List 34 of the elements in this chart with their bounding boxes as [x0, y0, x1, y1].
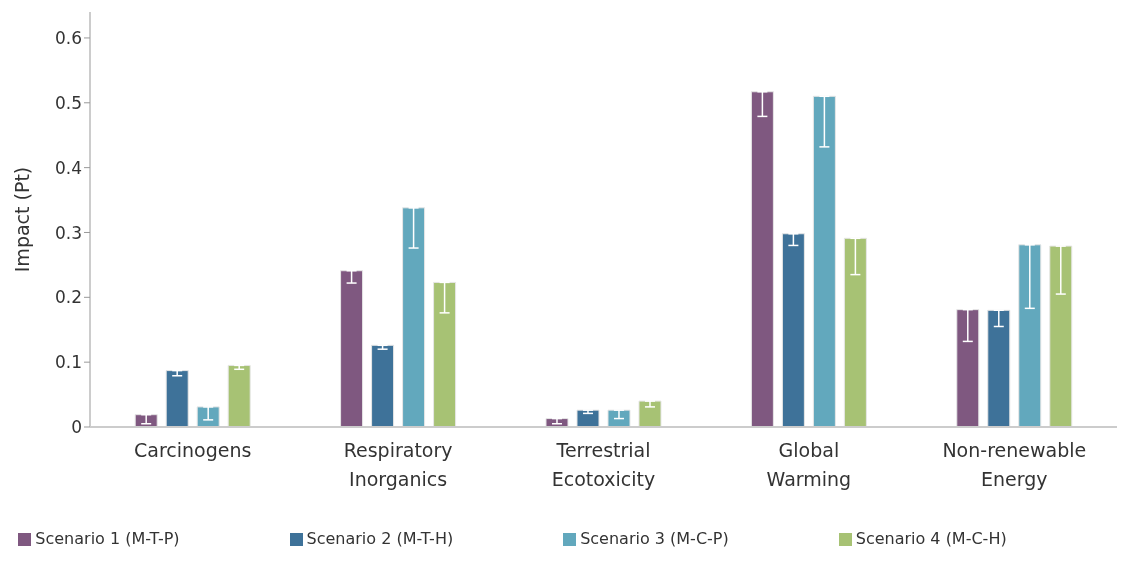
y-tick-label: 0.2 [54, 287, 82, 308]
bar [812, 95, 836, 427]
bar [576, 409, 600, 427]
x-tick-label: Terrestrial Ecotoxicity [551, 439, 656, 490]
bar [433, 281, 457, 427]
bar [750, 91, 774, 427]
bar [843, 237, 867, 427]
bar [638, 400, 662, 427]
bar [1049, 245, 1073, 427]
legend-label: Scenario 3 (M-C-P) [580, 529, 729, 548]
bar [402, 207, 426, 427]
y-tick-label: 0.5 [54, 92, 82, 113]
bar [371, 344, 395, 427]
y-tick-label: 0.1 [54, 352, 82, 373]
legend-label: Scenario 2 (M-T-H) [306, 529, 454, 548]
bar [607, 409, 631, 427]
bar [1018, 244, 1042, 427]
y-tick-label: 0 [71, 417, 82, 438]
legend-label: Scenario 4 (M-C-H) [855, 529, 1007, 548]
y-tick-label: 0.6 [54, 27, 82, 48]
y-tick-label: 0.4 [54, 157, 82, 178]
bar [227, 364, 251, 427]
bar [781, 233, 805, 427]
bar [165, 370, 189, 427]
x-tick-label: Non-renewable Energy [942, 439, 1087, 490]
y-axis-title: Impact (Pt) [10, 166, 33, 273]
x-tick-label: Carcinogens [134, 439, 252, 461]
bar [956, 309, 980, 427]
bar [340, 270, 364, 427]
bar [987, 309, 1011, 427]
legend-label: Scenario 1 (M-T-P) [35, 529, 180, 548]
x-tick-label: Respiratory Inorganics [343, 439, 453, 490]
y-tick-label: 0.3 [54, 222, 82, 243]
x-tick-label: Global Warming [766, 439, 852, 490]
